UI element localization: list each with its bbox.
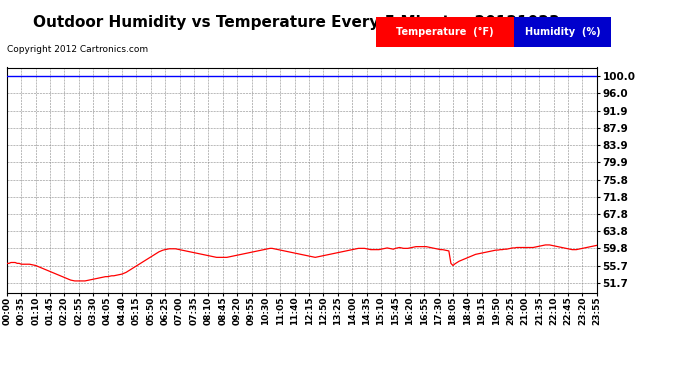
Text: Humidity  (%): Humidity (%) [524, 27, 600, 37]
Text: Outdoor Humidity vs Temperature Every 5 Minutes 20121023: Outdoor Humidity vs Temperature Every 5 … [33, 15, 560, 30]
Text: Copyright 2012 Cartronics.com: Copyright 2012 Cartronics.com [7, 45, 148, 54]
Text: Temperature  (°F): Temperature (°F) [396, 27, 494, 37]
